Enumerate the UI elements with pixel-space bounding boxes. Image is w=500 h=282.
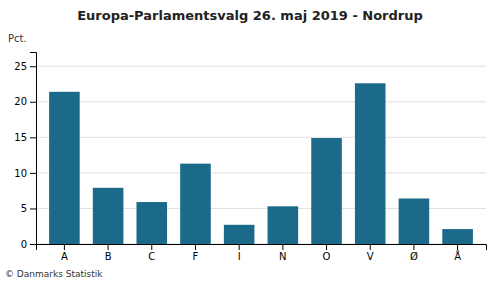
- x-tick: N: [279, 244, 286, 262]
- x-tick: C: [148, 244, 155, 262]
- x-tick: A: [61, 244, 68, 262]
- x-tick: F: [193, 244, 199, 262]
- bar: [180, 164, 211, 244]
- y-tick-label: 25: [14, 61, 27, 72]
- y-tick-label: 15: [14, 132, 27, 143]
- y-tick: 25: [14, 61, 36, 72]
- y-tick: 15: [14, 132, 36, 143]
- y-tick: 0: [21, 239, 36, 250]
- y-axis: 0 5 10 15 20 25: [14, 53, 36, 250]
- x-tick-label: B: [105, 251, 112, 262]
- x-tick-label: V: [367, 251, 374, 262]
- x-tick-label: N: [279, 251, 286, 262]
- x-tick-mark: [239, 244, 240, 250]
- x-tick-mark: [195, 244, 196, 250]
- chart-svg: Europa-Parlamentsvalg 26. maj 2019 - Nor…: [0, 0, 500, 282]
- y-axis-line: [30, 53, 37, 245]
- x-tick-mark: [151, 244, 152, 250]
- x-tick: I: [238, 244, 241, 262]
- bar: [442, 229, 473, 244]
- grid-line: [36, 172, 486, 173]
- y-tick-mark: [30, 244, 36, 245]
- grid-line: [36, 137, 486, 138]
- x-axis-line: [37, 245, 487, 251]
- y-axis-label: Pct.: [8, 33, 27, 44]
- bar: [49, 92, 80, 244]
- x-tick-label: Å: [454, 250, 461, 262]
- x-tick-label: Ø: [410, 251, 418, 262]
- x-tick: Å: [454, 244, 461, 262]
- grid: [36, 66, 486, 244]
- x-tick-mark: [64, 244, 65, 250]
- x-tick: Ø: [410, 244, 418, 262]
- title: Europa-Parlamentsvalg 26. maj 2019 - Nor…: [77, 8, 423, 23]
- bar: [224, 225, 255, 244]
- y-tick: 5: [21, 203, 36, 214]
- y-tick-mark: [30, 102, 36, 103]
- y-tick-label: 0: [21, 239, 27, 250]
- bar: [399, 198, 430, 244]
- y-tick-label: 5: [21, 203, 27, 214]
- x-tick-label: O: [323, 251, 331, 262]
- x-tick-mark: [370, 244, 371, 250]
- x-tick: V: [367, 244, 374, 262]
- plot-area: 0 5 10 15 20 25 A B C F I N O V Ø Å: [14, 53, 486, 263]
- x-tick-mark: [457, 244, 458, 250]
- bar: [355, 83, 386, 244]
- footer: © Danmarks Statistik: [5, 269, 103, 279]
- bar: [311, 138, 342, 244]
- y-tick: 10: [14, 168, 36, 179]
- x-tick-label: A: [61, 251, 68, 262]
- x-tick: B: [105, 244, 112, 262]
- y-tick-mark: [30, 173, 36, 174]
- grid-line: [36, 101, 486, 102]
- x-tick-label: C: [148, 251, 155, 262]
- x-tick-mark: [326, 244, 327, 250]
- bars: [49, 83, 473, 244]
- y-tick-mark: [30, 137, 36, 138]
- y-tick-mark: [30, 66, 36, 67]
- x-tick-label: F: [193, 251, 199, 262]
- x-tick-mark: [282, 244, 283, 250]
- bar: [93, 188, 124, 244]
- x-tick-mark: [108, 244, 109, 250]
- x-tick-mark: [413, 244, 414, 250]
- grid-line: [36, 66, 486, 67]
- x-tick: O: [323, 244, 331, 262]
- x-axis: ABCFINOVØÅ: [37, 244, 487, 262]
- y-tick-label: 10: [14, 168, 27, 179]
- y-tick-mark: [30, 208, 36, 209]
- chart-container: Europa-Parlamentsvalg 26. maj 2019 - Nor…: [0, 0, 500, 282]
- y-tick: 20: [14, 96, 36, 107]
- x-tick-label: I: [238, 251, 241, 262]
- bar: [136, 202, 167, 244]
- y-tick-label: 20: [14, 96, 27, 107]
- bar: [268, 206, 299, 244]
